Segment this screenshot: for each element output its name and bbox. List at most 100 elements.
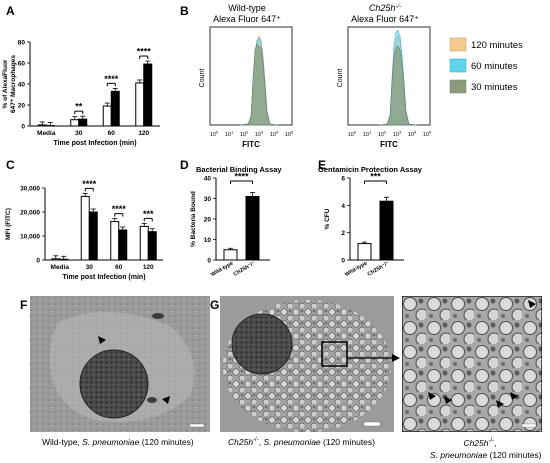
chart-a: 0 20 40 60 80 Media 30 ** 60 **** 120 **** Time post… bbox=[2, 40, 160, 147]
fitc-tick-base: 10 bbox=[255, 132, 261, 138]
micrograph-g-zoom bbox=[402, 296, 542, 432]
bar-ch25h bbox=[110, 90, 120, 127]
legend-label-120: 120 minutes bbox=[471, 40, 523, 51]
significance-label: **** bbox=[82, 179, 97, 189]
x-tick-label: Wild-type bbox=[344, 261, 368, 279]
fitc-tick-exponent: 3 bbox=[261, 130, 264, 135]
caption-g-zoom: Ch25h-/-, S. pneumoniae (120 minutes) bbox=[430, 437, 542, 460]
x-tick-label: Media bbox=[51, 264, 70, 271]
y-tick-label: 0 bbox=[207, 258, 211, 265]
b-left-ylabel: Count bbox=[199, 69, 206, 88]
fitc-tick-exponent: 4 bbox=[414, 130, 417, 135]
b-right-ylabel: Count bbox=[337, 69, 344, 88]
y-tick-label: 80 bbox=[18, 40, 26, 47]
b-right-xlabel: FITC bbox=[380, 140, 398, 149]
bar-ch25h bbox=[147, 231, 157, 261]
significance-label: **** bbox=[104, 74, 119, 84]
legend-swatch-30 bbox=[449, 79, 467, 94]
plot-frame bbox=[347, 26, 431, 126]
x-tick-label: 60 bbox=[115, 264, 123, 271]
y-tick-label: 20 bbox=[204, 217, 212, 224]
chart-d: Bacterial Binding Assay 0 10 20 30 40 Wild-typ… bbox=[190, 165, 282, 278]
fitc-tick-label: 103 bbox=[393, 130, 402, 139]
chart-title: Bacterial Binding Assay bbox=[196, 165, 282, 174]
flow-histograms: Wild-type Alexa Fluor 647⁺ Ch25h-/- Alex… bbox=[199, 3, 523, 149]
fitc-tick-exponent: 3 bbox=[399, 130, 402, 135]
fitc-tick-label: 105 bbox=[423, 130, 432, 139]
histogram-30-min bbox=[379, 45, 418, 126]
y-tick-label: 0 bbox=[341, 258, 345, 265]
micrograph-g bbox=[220, 296, 394, 432]
fitc-tick-label: 105 bbox=[285, 130, 294, 139]
panel-letter-c: C bbox=[6, 158, 15, 172]
y-tick-label: 30 bbox=[204, 196, 212, 203]
x-tick-label: 120 bbox=[143, 264, 154, 271]
panel-letter-f: F bbox=[20, 298, 28, 312]
fitc-tick-base: 10 bbox=[363, 132, 369, 138]
significance-label: *** bbox=[370, 172, 381, 182]
bar-ch25h bbox=[45, 124, 55, 127]
significance-label: ** bbox=[75, 102, 83, 112]
chart-c: 0 10,000 20,000 30,000 Media 30 **** 60 **** 120 *… bbox=[5, 179, 163, 281]
x-tick-label: Media bbox=[37, 130, 56, 137]
y-tick-label: 20,000 bbox=[20, 210, 40, 217]
fitc-tick-label: 102 bbox=[378, 130, 387, 139]
panel-letter-d: D bbox=[180, 158, 189, 172]
fitc-tick-base: 10 bbox=[378, 132, 384, 138]
b-left-xlabel: FITC bbox=[242, 140, 260, 149]
y-tick-label: 2 bbox=[341, 230, 345, 237]
y-tick-label: 30,000 bbox=[20, 186, 40, 193]
micrograph-f bbox=[30, 296, 210, 432]
y-tick-label: 40 bbox=[204, 176, 212, 183]
fitc-tick-base: 10 bbox=[348, 132, 354, 138]
histogram-wild-type: Count FITC bbox=[199, 26, 293, 149]
fitc-tick-exponent: 1 bbox=[369, 130, 372, 135]
significance-label: **** bbox=[112, 204, 127, 214]
x-tick-label: Ch25h⁻/⁻ bbox=[233, 260, 257, 277]
fitc-tick-label: 100 bbox=[210, 130, 219, 139]
zoom-region-box bbox=[321, 341, 348, 367]
y-axis-label-line: 647⁺ Macrophages bbox=[10, 55, 17, 113]
b-legend: 120 minutes 60 minutes 30 minutes bbox=[449, 37, 523, 94]
x-tick-label: 60 bbox=[108, 130, 116, 137]
b-axis-ticks: 100 101 102 103 104 105 100 101 102 103 104 105 bbox=[210, 130, 432, 139]
y-tick-label: 6 bbox=[341, 176, 345, 183]
bar-wild-type bbox=[80, 195, 90, 261]
y-axis-label-line: % of AlexaFluor bbox=[2, 59, 9, 108]
bar-ch25h bbox=[245, 195, 260, 261]
panel-letter-g: G bbox=[210, 298, 220, 312]
fitc-tick-label: 101 bbox=[363, 130, 372, 139]
bar-wild-type bbox=[37, 124, 47, 127]
x-tick-label: 30 bbox=[86, 264, 94, 271]
caption-f: Wild-type, S. pneumoniae (120 minutes) bbox=[42, 437, 194, 447]
histogram-30-min bbox=[239, 43, 279, 126]
y-tick-label: 0 bbox=[36, 258, 40, 265]
y-axis-label: MFI (FITC) bbox=[5, 208, 12, 240]
bar-wild-type bbox=[223, 249, 238, 261]
panel-letter-b: B bbox=[180, 4, 189, 18]
fitc-tick-base: 10 bbox=[210, 132, 216, 138]
significance-label: *** bbox=[143, 209, 154, 219]
x-tick-label: Ch25h⁻/⁻ bbox=[367, 260, 391, 277]
y-tick-label: 20 bbox=[18, 103, 26, 110]
x-axis-label: Time post Infection (min) bbox=[62, 274, 145, 281]
chart-e: Gentamicin Protection Assay 0 2 4 6 Wild-type… bbox=[318, 165, 423, 279]
y-tick-label: 0 bbox=[21, 124, 25, 131]
y-tick-label: 60 bbox=[18, 61, 26, 68]
fitc-tick-exponent: 2 bbox=[384, 130, 387, 135]
bar-wild-type bbox=[110, 221, 120, 261]
chart-title: Gentamicin Protection Assay bbox=[318, 165, 423, 174]
y-axis-label: % CFU bbox=[324, 208, 331, 229]
fitc-tick-base: 10 bbox=[270, 132, 276, 138]
b-right-title-2: Alexa Fluor 647⁺ bbox=[351, 14, 419, 24]
bar-wild-type bbox=[70, 119, 80, 127]
fitc-tick-label: 104 bbox=[270, 130, 279, 139]
b-right-title-1: Ch25h-/- bbox=[369, 3, 401, 13]
panel-letter-a: A bbox=[6, 4, 15, 18]
fitc-tick-exponent: 4 bbox=[276, 130, 279, 135]
fitc-tick-label: 101 bbox=[225, 130, 234, 139]
b-left-title-1: Wild-type bbox=[228, 3, 266, 13]
fitc-tick-label: 102 bbox=[240, 130, 249, 139]
significance-label: **** bbox=[234, 172, 249, 182]
bar-wild-type bbox=[102, 105, 112, 127]
